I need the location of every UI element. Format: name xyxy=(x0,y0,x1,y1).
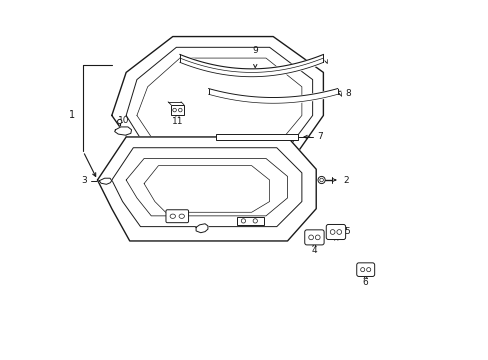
FancyBboxPatch shape xyxy=(325,225,345,239)
Text: 1: 1 xyxy=(68,111,75,121)
Bar xyxy=(215,134,298,140)
Circle shape xyxy=(317,176,325,184)
Text: 3: 3 xyxy=(81,176,87,185)
FancyBboxPatch shape xyxy=(165,210,188,223)
Text: 6: 6 xyxy=(362,278,368,287)
Polygon shape xyxy=(196,224,207,233)
Bar xyxy=(171,105,183,116)
Text: 14: 14 xyxy=(214,222,225,231)
Text: 12: 12 xyxy=(281,216,292,225)
Text: 5: 5 xyxy=(344,228,349,237)
Polygon shape xyxy=(97,137,316,241)
Polygon shape xyxy=(115,127,131,135)
Bar xyxy=(237,217,264,225)
Text: 11: 11 xyxy=(171,117,183,126)
Text: 4: 4 xyxy=(311,246,317,255)
FancyBboxPatch shape xyxy=(304,230,324,245)
Text: 2: 2 xyxy=(343,176,348,185)
Text: 10: 10 xyxy=(117,116,129,125)
Text: 9: 9 xyxy=(252,46,258,55)
FancyBboxPatch shape xyxy=(356,263,374,276)
Polygon shape xyxy=(99,178,112,184)
Polygon shape xyxy=(112,37,323,151)
Text: 8: 8 xyxy=(345,89,351,98)
Circle shape xyxy=(117,120,122,124)
Text: 13: 13 xyxy=(141,213,153,222)
Text: 7: 7 xyxy=(317,132,323,141)
